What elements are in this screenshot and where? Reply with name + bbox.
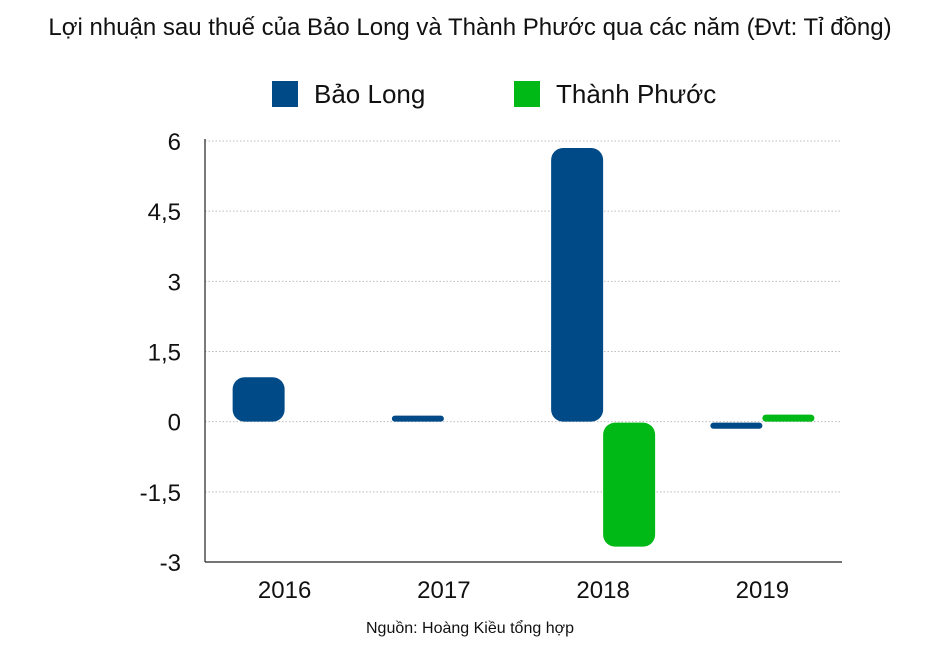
bar-bảo-long-2018 — [551, 148, 604, 422]
y-tick-label: 3 — [168, 269, 181, 296]
x-tick-label: 2016 — [258, 577, 311, 604]
x-tick-label: 2019 — [736, 577, 789, 604]
source-note: Nguồn: Hoàng Kiều tổng hợp — [366, 620, 574, 637]
bar-bảo-long-2019 — [710, 422, 763, 429]
bar-bảo-long-2017 — [391, 415, 444, 422]
bar-thành-phước-2018 — [603, 422, 656, 547]
legend-item-thanh-phuoc: Thành Phước — [514, 76, 716, 112]
y-tick-label: 0 — [168, 410, 181, 437]
legend-swatch-thanh-phuoc — [514, 81, 540, 107]
legend-swatch-bao-long — [272, 81, 298, 107]
bar-bảo-long-2016 — [232, 377, 285, 422]
y-tick-label: 4,5 — [148, 199, 181, 226]
chart-title: Lợi nhuận sau thuế của Bảo Long và Thành… — [48, 14, 892, 41]
legend: Bảo Long Thành Phước — [0, 76, 940, 116]
x-tick-label: 2018 — [576, 577, 629, 604]
legend-item-bao-long: Bảo Long — [272, 76, 425, 112]
y-tick-label: -1,5 — [140, 480, 181, 507]
x-tick-label: 2017 — [417, 577, 470, 604]
y-tick-label: 1,5 — [148, 340, 181, 367]
y-tick-label: 6 — [168, 129, 181, 156]
y-tick-label: -3 — [160, 550, 181, 577]
legend-label-thanh-phuoc: Thành Phước — [556, 78, 717, 109]
bar-thành-phước-2019 — [762, 414, 815, 422]
legend-label-bao-long: Bảo Long — [314, 78, 426, 109]
